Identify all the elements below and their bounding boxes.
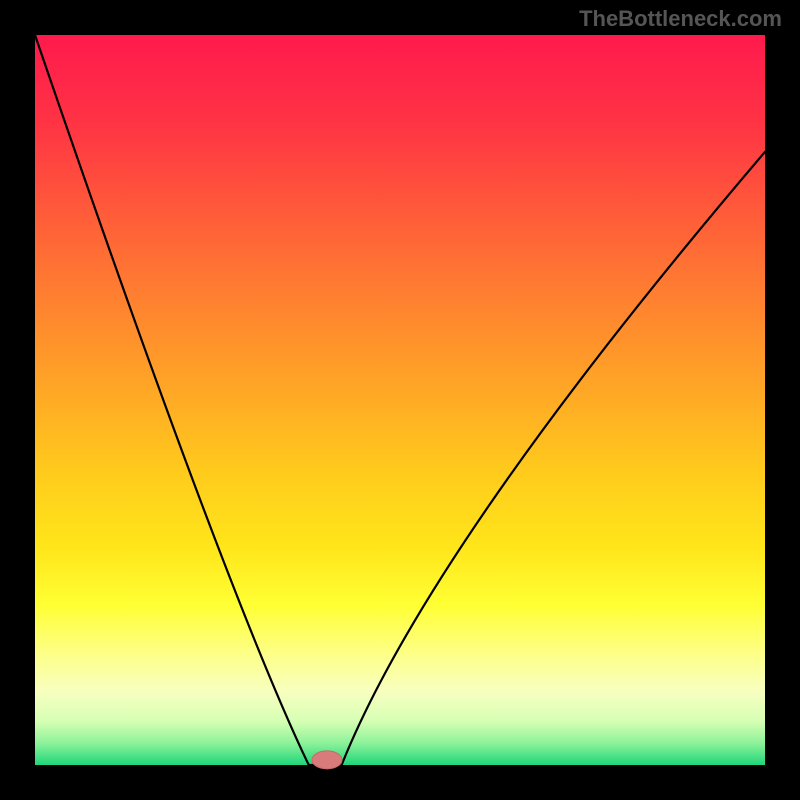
- bottleneck-chart: [0, 0, 800, 800]
- trough-marker: [312, 751, 342, 769]
- plot-background-gradient: [35, 35, 765, 765]
- source-watermark: TheBottleneck.com: [579, 6, 782, 32]
